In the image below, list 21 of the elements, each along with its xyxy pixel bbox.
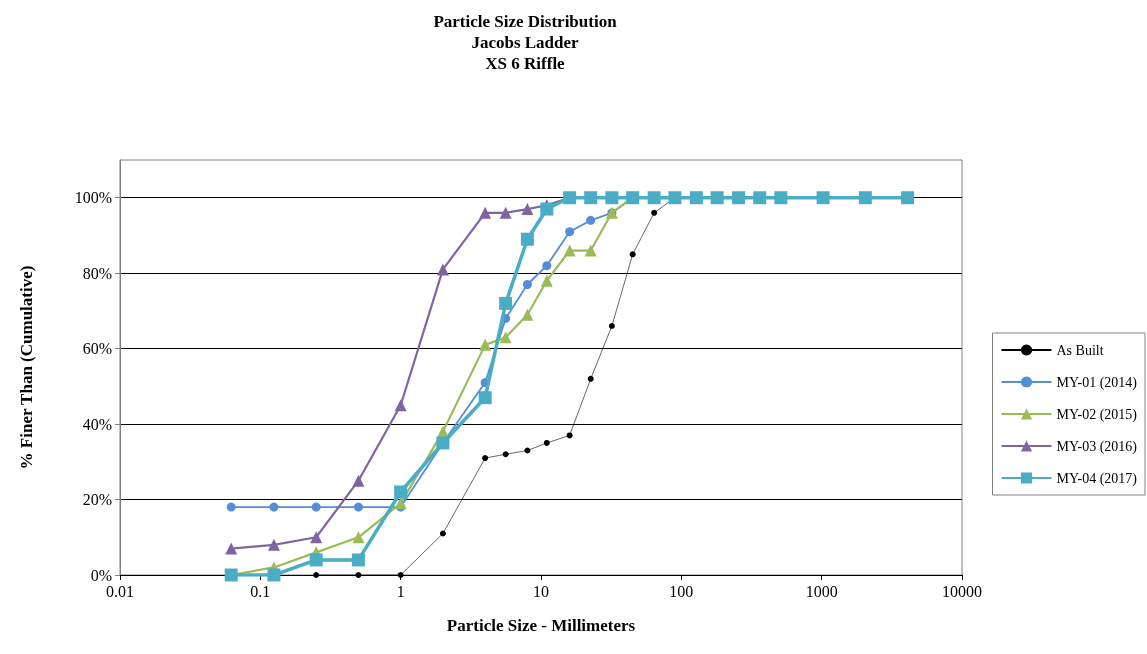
- y-tick-label: 0%: [90, 566, 112, 584]
- legend-label: MY-01 (2014): [1056, 374, 1138, 391]
- y-tick-label: 100%: [74, 189, 112, 207]
- x-tick-label: 100: [669, 582, 694, 600]
- x-tick-label: 10: [533, 582, 549, 600]
- chart-title: Particle Size Distribution Jacobs Ladder XS 6 Riffle: [433, 12, 618, 73]
- x-tick-label: 1: [396, 582, 405, 600]
- legend-label: MY-04 (2017): [1056, 470, 1138, 487]
- y-axis-title: % Finer Than (Cumulative): [17, 265, 36, 470]
- legend-label: MY-03 (2016): [1056, 438, 1138, 455]
- x-axis-title: Particle Size - Millimeters: [446, 616, 636, 635]
- legend-label: As Built: [1056, 342, 1104, 358]
- y-tick-label: 60%: [82, 340, 112, 358]
- x-tick-label: 0.01: [106, 582, 134, 600]
- y-tick-label: 80%: [82, 264, 112, 282]
- legend-label: MY-02 (2015): [1056, 406, 1138, 423]
- x-tick-label: 10000: [942, 582, 982, 600]
- x-tick-label: 0.1: [250, 582, 271, 600]
- x-tick-label: 1000: [805, 582, 838, 600]
- y-tick-label: 20%: [82, 491, 112, 509]
- y-tick-label: 40%: [82, 415, 112, 433]
